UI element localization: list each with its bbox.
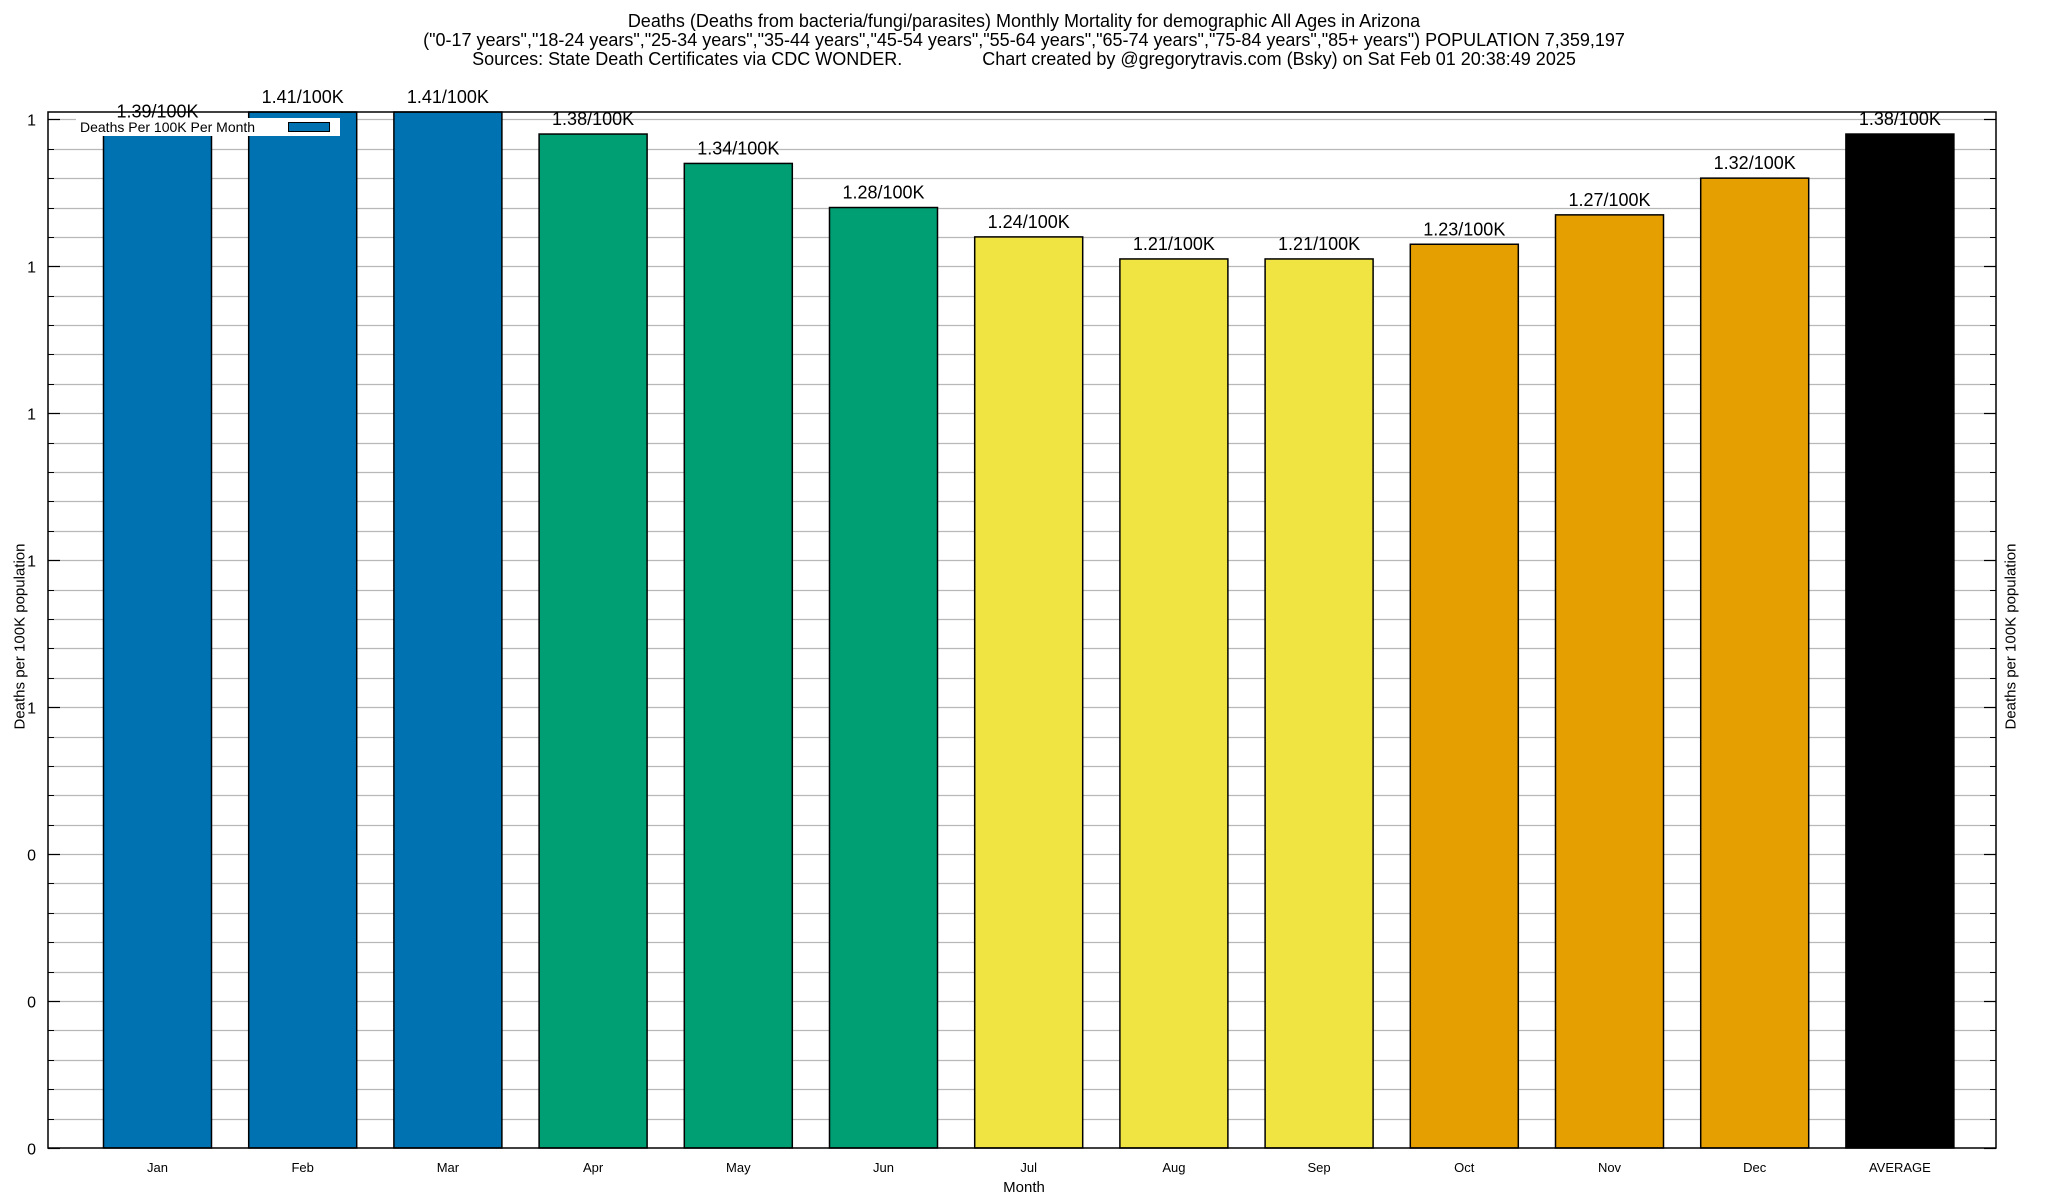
data-label: 1.41/100K bbox=[262, 87, 344, 107]
y-axis-label-left: Deaths per 100K population bbox=[11, 543, 29, 730]
x-tick-label: Mar bbox=[437, 1160, 460, 1175]
bar-average bbox=[1845, 133, 1955, 1149]
x-tick-label: Nov bbox=[1598, 1160, 1622, 1175]
x-tick-label: AVERAGE bbox=[1869, 1160, 1931, 1175]
x-tick-label: Apr bbox=[583, 1160, 604, 1175]
data-labels: 1.39/100K 1.41/100K 1.41/100K 1.38/100K 1.34… bbox=[116, 87, 1940, 254]
x-axis-ticks: Jan Feb Mar Apr May Jun Jul Aug Sep Oct Nov Dec AVER… bbox=[147, 1160, 1931, 1175]
data-label: 1.24/100K bbox=[988, 212, 1070, 232]
y-tick-label: 1 bbox=[27, 407, 36, 424]
data-label: 1.39/100K bbox=[116, 102, 198, 122]
y-tick-label: 1 bbox=[27, 701, 36, 718]
legend-swatch bbox=[288, 122, 330, 132]
title-line-3: Sources: State Death Certificates via CD… bbox=[472, 49, 1576, 69]
bar-mar bbox=[393, 111, 503, 1149]
x-tick-label: Dec bbox=[1743, 1160, 1767, 1175]
x-tick-label: Aug bbox=[1162, 1160, 1185, 1175]
data-label: 1.38/100K bbox=[1859, 109, 1941, 129]
x-tick-label: May bbox=[726, 1160, 751, 1175]
data-label: 1.38/100K bbox=[552, 109, 634, 129]
y-tick-label: 0 bbox=[27, 1142, 36, 1159]
bar-oct bbox=[1409, 243, 1520, 1149]
legend: Deaths Per 100K Per Month bbox=[76, 118, 340, 136]
data-label: 1.28/100K bbox=[842, 183, 924, 203]
y-axis-ticks: 0 0 0 1 1 1 1 1 bbox=[27, 113, 1996, 1159]
chart-title: Deaths (Deaths from bacteria/fungi/paras… bbox=[0, 12, 2048, 69]
bar-dec bbox=[1699, 177, 1810, 1149]
y-tick-label: 1 bbox=[27, 554, 36, 571]
x-tick-label: Sep bbox=[1308, 1160, 1331, 1175]
bar-jan bbox=[102, 125, 213, 1149]
x-tick-label: Jan bbox=[147, 1160, 168, 1175]
x-tick-label: Jun bbox=[873, 1160, 894, 1175]
data-label: 1.32/100K bbox=[1714, 153, 1796, 173]
data-label: 1.34/100K bbox=[697, 138, 779, 158]
legend-label: Deaths Per 100K Per Month bbox=[80, 119, 256, 135]
bar-may bbox=[683, 162, 794, 1149]
bar-apr bbox=[538, 133, 648, 1149]
x-axis-label: Month bbox=[1003, 1179, 1045, 1196]
bar-sep bbox=[1264, 258, 1374, 1149]
data-label: 1.41/100K bbox=[407, 87, 489, 107]
bar-nov bbox=[1554, 214, 1665, 1149]
y-tick-label: 0 bbox=[27, 848, 36, 865]
y-tick-label: 1 bbox=[27, 260, 36, 277]
x-tick-label: Oct bbox=[1454, 1160, 1475, 1175]
data-label: 1.21/100K bbox=[1278, 234, 1360, 254]
data-label: 1.27/100K bbox=[1568, 190, 1650, 210]
y-axis-label-right: Deaths per 100K population bbox=[2002, 543, 2020, 730]
title-line-1: Deaths (Deaths from bacteria/fungi/paras… bbox=[627, 11, 1421, 31]
title-line-2: ("0-17 years","18-24 years","25-34 years… bbox=[423, 30, 1625, 50]
x-tick-label: Jul bbox=[1020, 1160, 1037, 1175]
y-tick-label: 0 bbox=[27, 995, 36, 1012]
bar-feb bbox=[247, 111, 358, 1149]
plot-border bbox=[47, 111, 1997, 1149]
y-tick-label: 1 bbox=[27, 113, 36, 130]
bar-jul bbox=[973, 236, 1084, 1149]
plot-frame bbox=[47, 111, 1997, 1149]
data-label: 1.21/100K bbox=[1133, 234, 1215, 254]
data-label: 1.23/100K bbox=[1423, 219, 1505, 239]
bar-aug bbox=[1119, 258, 1229, 1149]
bars bbox=[102, 111, 1955, 1149]
bar-jun bbox=[828, 206, 939, 1149]
x-tick-label: Feb bbox=[291, 1160, 313, 1175]
